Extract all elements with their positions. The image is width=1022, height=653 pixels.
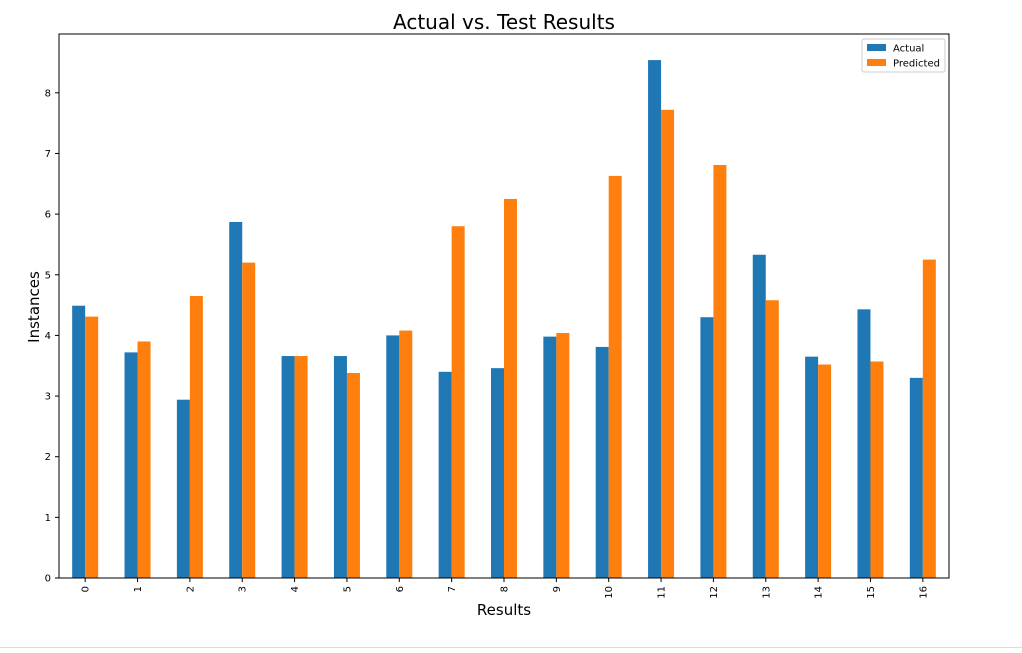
- bars-layer: [72, 60, 936, 579]
- bar-actual-0: [72, 305, 86, 578]
- x-tick-label: 4: [290, 586, 301, 592]
- bar-predicted-14: [818, 364, 832, 578]
- bar-predicted-6: [399, 330, 413, 578]
- x-tick-label: 5: [342, 586, 353, 592]
- plot-frame: [58, 33, 950, 579]
- legend-swatch-actual: [867, 44, 886, 51]
- x-tick-label: 11: [657, 586, 668, 599]
- bar-actual-15: [857, 309, 871, 578]
- y-tick-label: 1: [45, 513, 51, 524]
- bar-predicted-4: [294, 356, 308, 578]
- bar-actual-1: [124, 352, 138, 578]
- bar-predicted-2: [189, 295, 203, 578]
- x-tick-label: 12: [709, 586, 720, 599]
- bar-predicted-5: [346, 373, 360, 578]
- y-tick-label: 6: [45, 210, 51, 221]
- x-tick-label: 15: [866, 586, 877, 599]
- bar-predicted-11: [661, 109, 675, 578]
- x-tick-label: 13: [761, 586, 772, 599]
- legend: Actual Predicted: [861, 38, 946, 73]
- bar-actual-9: [543, 336, 557, 578]
- bar-actual-12: [700, 317, 714, 578]
- bar-actual-16: [909, 377, 923, 578]
- x-tick-label: 6: [395, 586, 406, 592]
- y-tick-label: 4: [45, 331, 51, 342]
- y-tick-label: 2: [45, 452, 51, 463]
- x-tick-label: 10: [604, 586, 615, 599]
- bar-predicted-8: [504, 198, 517, 579]
- bar-actual-3: [229, 222, 243, 578]
- y-ticks-layer: 0 1 2 3 4 5 6 7 8: [45, 88, 59, 585]
- bar-predicted-3: [242, 262, 256, 578]
- bar-predicted-7: [451, 226, 465, 578]
- x-ticks-layer: 0 1 2 3 4 5 6 7 8 9 10 11 12 13 14 15 16: [81, 578, 929, 599]
- bar-actual-5: [333, 356, 347, 578]
- bar-actual-10: [595, 346, 609, 578]
- x-tick-label: 8: [500, 586, 511, 592]
- y-tick-label: 7: [45, 149, 51, 160]
- x-axis-label: Results: [477, 601, 531, 619]
- bar-predicted-12: [713, 164, 727, 579]
- x-tick-label: 1: [133, 586, 144, 592]
- bar-actual-13: [752, 254, 766, 579]
- bar-predicted-9: [556, 332, 570, 578]
- bar-predicted-16: [922, 259, 936, 578]
- bar-actual-4: [281, 356, 295, 578]
- x-tick-label: 3: [238, 586, 249, 592]
- x-tick-label: 7: [447, 586, 458, 592]
- x-tick-label: 2: [185, 586, 196, 592]
- x-tick-label: 9: [552, 586, 563, 592]
- bar-predicted-13: [765, 300, 779, 578]
- x-tick-label: 14: [814, 586, 825, 599]
- bar-actual-6: [386, 335, 400, 578]
- y-tick-label: 3: [45, 392, 51, 403]
- y-tick-label: 0: [45, 574, 51, 585]
- bar-predicted-10: [608, 175, 622, 579]
- bar-actual-11: [648, 60, 662, 578]
- y-tick-label: 5: [45, 270, 51, 281]
- bar-actual-2: [176, 399, 190, 578]
- y-tick-label: 8: [45, 88, 51, 99]
- x-tick-label: 16: [918, 586, 929, 599]
- bar-predicted-0: [85, 316, 99, 578]
- x-tick-label: 0: [81, 586, 92, 592]
- bar-predicted-1: [137, 341, 151, 578]
- bar-predicted-15: [870, 361, 884, 578]
- legend-label-actual: Actual: [893, 44, 924, 55]
- bar-actual-14: [805, 356, 819, 578]
- y-axis-label: Instances: [25, 271, 43, 343]
- legend-label-predicted: Predicted: [893, 59, 940, 70]
- bar-actual-7: [438, 371, 452, 578]
- bottom-divider: [0, 647, 1022, 648]
- chart-title: Actual vs. Test Results: [393, 10, 615, 34]
- legend-swatch-predicted: [867, 59, 886, 66]
- bar-actual-8: [491, 368, 504, 578]
